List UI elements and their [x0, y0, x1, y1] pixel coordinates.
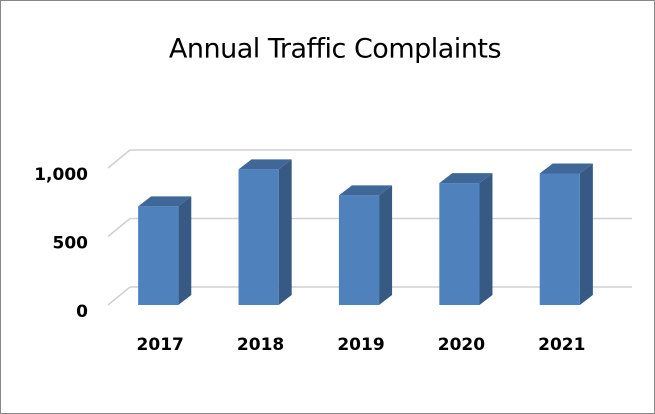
y-tick-label: 500: [53, 234, 89, 254]
y-tick-label: 1,000: [34, 165, 88, 185]
grid-line-depth: [107, 149, 131, 169]
bar: [338, 195, 380, 305]
bar: [138, 206, 179, 305]
x-tick-label: 2019: [337, 335, 384, 355]
x-tick-label: 2021: [538, 335, 585, 355]
chart-title: Annual Traffic Complaints: [169, 34, 501, 65]
x-tick-label: 2020: [438, 335, 485, 355]
bar-top: [138, 196, 192, 207]
x-tick-label: 2017: [137, 335, 184, 355]
y-tick-label: 0: [76, 302, 88, 322]
bar-top: [338, 185, 393, 196]
bar-side: [178, 196, 192, 305]
x-tick-label: 2018: [237, 335, 284, 355]
bar: [539, 173, 580, 305]
grid-line-depth: [107, 286, 131, 306]
bar-top: [539, 163, 593, 174]
bar-top: [238, 159, 292, 170]
bar-side: [479, 173, 493, 305]
bar: [238, 169, 279, 305]
grid-line-depth: [107, 217, 131, 238]
bar: [439, 183, 480, 305]
bar-side: [579, 163, 593, 305]
bar-side: [278, 159, 292, 305]
bar-top: [439, 173, 493, 184]
bar-side: [379, 185, 393, 305]
